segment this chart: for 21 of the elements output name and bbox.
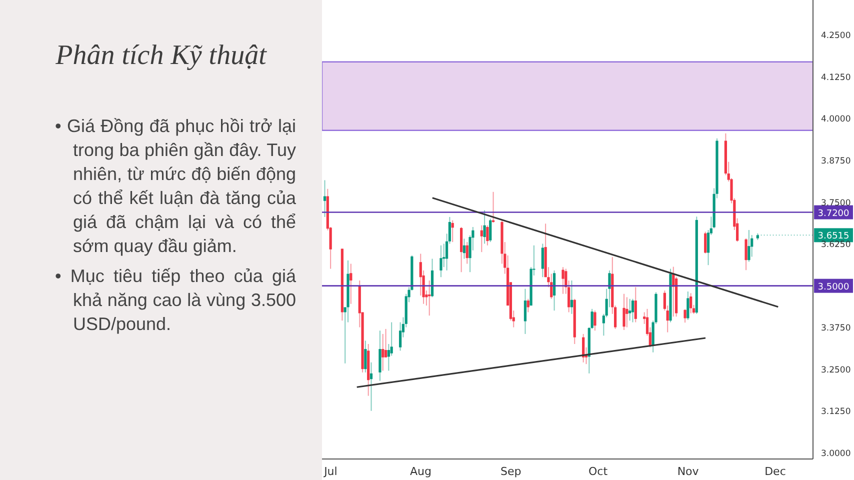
y-tick-label: 3.0000 <box>821 449 851 459</box>
x-tick-label: Nov <box>677 464 700 478</box>
x-tick-label: Jul <box>323 464 338 478</box>
text: • Giá Đồng đã phục hồi trở lại trong ba phiên gần đây. Tuy nhiên, từ mức độ biến động có thể kết luận đà tăng của giá đã chậm lại và có thể sớm quay đầu giảm. <box>55 115 296 258</box>
x-tick-label: Aug <box>410 464 432 478</box>
ref-line-label: 3.5000 <box>818 282 850 292</box>
annotation: 3.6515 <box>818 232 850 242</box>
x-tick-label: Dec <box>764 464 786 478</box>
ref-line-label: 3.7200 <box>818 208 850 219</box>
text: • Mục tiêu tiếp theo của giá khả năng cao là vùng 3.500 USD/pound. <box>55 265 296 336</box>
text: Phân tích Kỹ thuật <box>54 40 268 72</box>
y-tick-label: 4.1250 <box>821 72 851 83</box>
y-tick-label: 3.8750 <box>821 156 851 166</box>
x-tick-label: Sep <box>500 464 522 478</box>
y-tick-label: 3.2500 <box>821 365 851 376</box>
y-tick-label: 3.1250 <box>821 407 851 418</box>
y-tick-label: 4.2500 <box>821 31 851 42</box>
y-tick-label: 3.6250 <box>821 240 851 250</box>
x-tick-label: Oct <box>588 464 608 478</box>
y-tick-label: 4.0000 <box>821 114 851 125</box>
y-tick-label: 3.3750 <box>821 324 851 334</box>
